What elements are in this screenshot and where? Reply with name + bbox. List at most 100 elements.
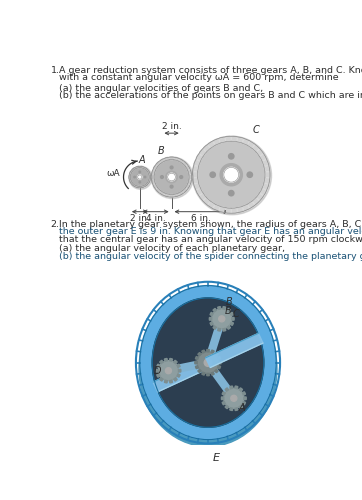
Polygon shape <box>145 168 148 170</box>
Polygon shape <box>195 356 198 360</box>
Polygon shape <box>130 171 132 174</box>
Circle shape <box>151 157 193 198</box>
Polygon shape <box>239 406 243 408</box>
Polygon shape <box>193 173 198 176</box>
Polygon shape <box>179 159 183 162</box>
Text: B: B <box>224 306 231 316</box>
Circle shape <box>158 360 178 380</box>
Ellipse shape <box>139 291 277 446</box>
Polygon shape <box>175 194 178 196</box>
Polygon shape <box>253 198 259 204</box>
Polygon shape <box>248 202 254 208</box>
Polygon shape <box>218 306 220 310</box>
Polygon shape <box>264 166 270 170</box>
Text: E: E <box>212 454 219 464</box>
Text: B: B <box>226 297 232 307</box>
Polygon shape <box>210 322 213 326</box>
Polygon shape <box>194 184 200 189</box>
Polygon shape <box>130 180 132 183</box>
Polygon shape <box>129 176 130 178</box>
Polygon shape <box>260 155 266 160</box>
Polygon shape <box>218 366 220 369</box>
Polygon shape <box>186 166 190 170</box>
Polygon shape <box>198 370 201 372</box>
Text: B: B <box>158 146 165 156</box>
Polygon shape <box>232 208 236 213</box>
Polygon shape <box>257 194 263 200</box>
Polygon shape <box>179 192 183 195</box>
Polygon shape <box>260 190 266 194</box>
Polygon shape <box>209 142 214 148</box>
Polygon shape <box>209 202 214 208</box>
Circle shape <box>144 176 146 178</box>
Circle shape <box>220 164 243 186</box>
Polygon shape <box>175 158 178 160</box>
Polygon shape <box>242 402 245 405</box>
Polygon shape <box>223 306 226 310</box>
Polygon shape <box>213 326 216 330</box>
Polygon shape <box>220 137 224 142</box>
Polygon shape <box>160 192 164 195</box>
Polygon shape <box>209 318 212 320</box>
Circle shape <box>204 359 212 366</box>
Ellipse shape <box>140 286 276 440</box>
Text: ωA: ωA <box>106 170 120 178</box>
Polygon shape <box>244 397 246 400</box>
Polygon shape <box>132 168 135 170</box>
Polygon shape <box>211 372 214 375</box>
Text: the outer gear E is 9 in. Knowing that gear E has an angular velocity of 120 rpm: the outer gear E is 9 in. Knowing that g… <box>59 228 362 236</box>
Polygon shape <box>177 374 180 378</box>
Polygon shape <box>170 194 173 197</box>
Polygon shape <box>204 198 210 204</box>
Polygon shape <box>136 166 139 168</box>
Polygon shape <box>193 178 198 183</box>
Polygon shape <box>195 362 197 364</box>
Polygon shape <box>178 370 181 372</box>
Circle shape <box>138 175 142 179</box>
Circle shape <box>170 185 173 188</box>
Ellipse shape <box>152 298 264 428</box>
Polygon shape <box>204 145 210 151</box>
Polygon shape <box>193 166 198 170</box>
Polygon shape <box>183 162 187 166</box>
Polygon shape <box>202 350 205 353</box>
Polygon shape <box>164 358 167 361</box>
Polygon shape <box>160 159 164 162</box>
Circle shape <box>193 136 272 215</box>
Circle shape <box>219 316 225 322</box>
Circle shape <box>212 309 232 329</box>
Polygon shape <box>232 318 234 320</box>
Polygon shape <box>174 360 177 364</box>
Polygon shape <box>152 170 155 174</box>
Text: 2.: 2. <box>51 220 60 229</box>
Text: C: C <box>253 126 260 136</box>
Ellipse shape <box>153 298 263 426</box>
Polygon shape <box>226 136 230 141</box>
Polygon shape <box>215 352 218 356</box>
Text: A: A <box>138 154 145 164</box>
Polygon shape <box>169 358 173 361</box>
Polygon shape <box>156 188 160 192</box>
Text: (a) the angular velocities of gears B and C,: (a) the angular velocities of gears B an… <box>59 84 263 93</box>
Polygon shape <box>264 178 270 183</box>
Polygon shape <box>136 186 139 188</box>
Circle shape <box>224 388 244 408</box>
Polygon shape <box>199 194 206 200</box>
Polygon shape <box>248 142 254 148</box>
Text: A: A <box>238 402 245 412</box>
Polygon shape <box>262 160 269 166</box>
Polygon shape <box>132 184 135 186</box>
Polygon shape <box>230 386 233 389</box>
Polygon shape <box>160 360 163 364</box>
Polygon shape <box>207 350 209 352</box>
Circle shape <box>154 160 189 194</box>
Polygon shape <box>141 186 143 188</box>
Polygon shape <box>189 176 192 178</box>
Polygon shape <box>198 352 201 356</box>
Polygon shape <box>153 166 157 170</box>
Polygon shape <box>183 188 187 192</box>
Text: In the planetary gear system shown, the radius of gears A, B, C, and D is 3 in. : In the planetary gear system shown, the … <box>59 220 362 229</box>
Text: 1.: 1. <box>51 66 60 75</box>
Polygon shape <box>186 184 190 188</box>
Polygon shape <box>164 380 167 383</box>
